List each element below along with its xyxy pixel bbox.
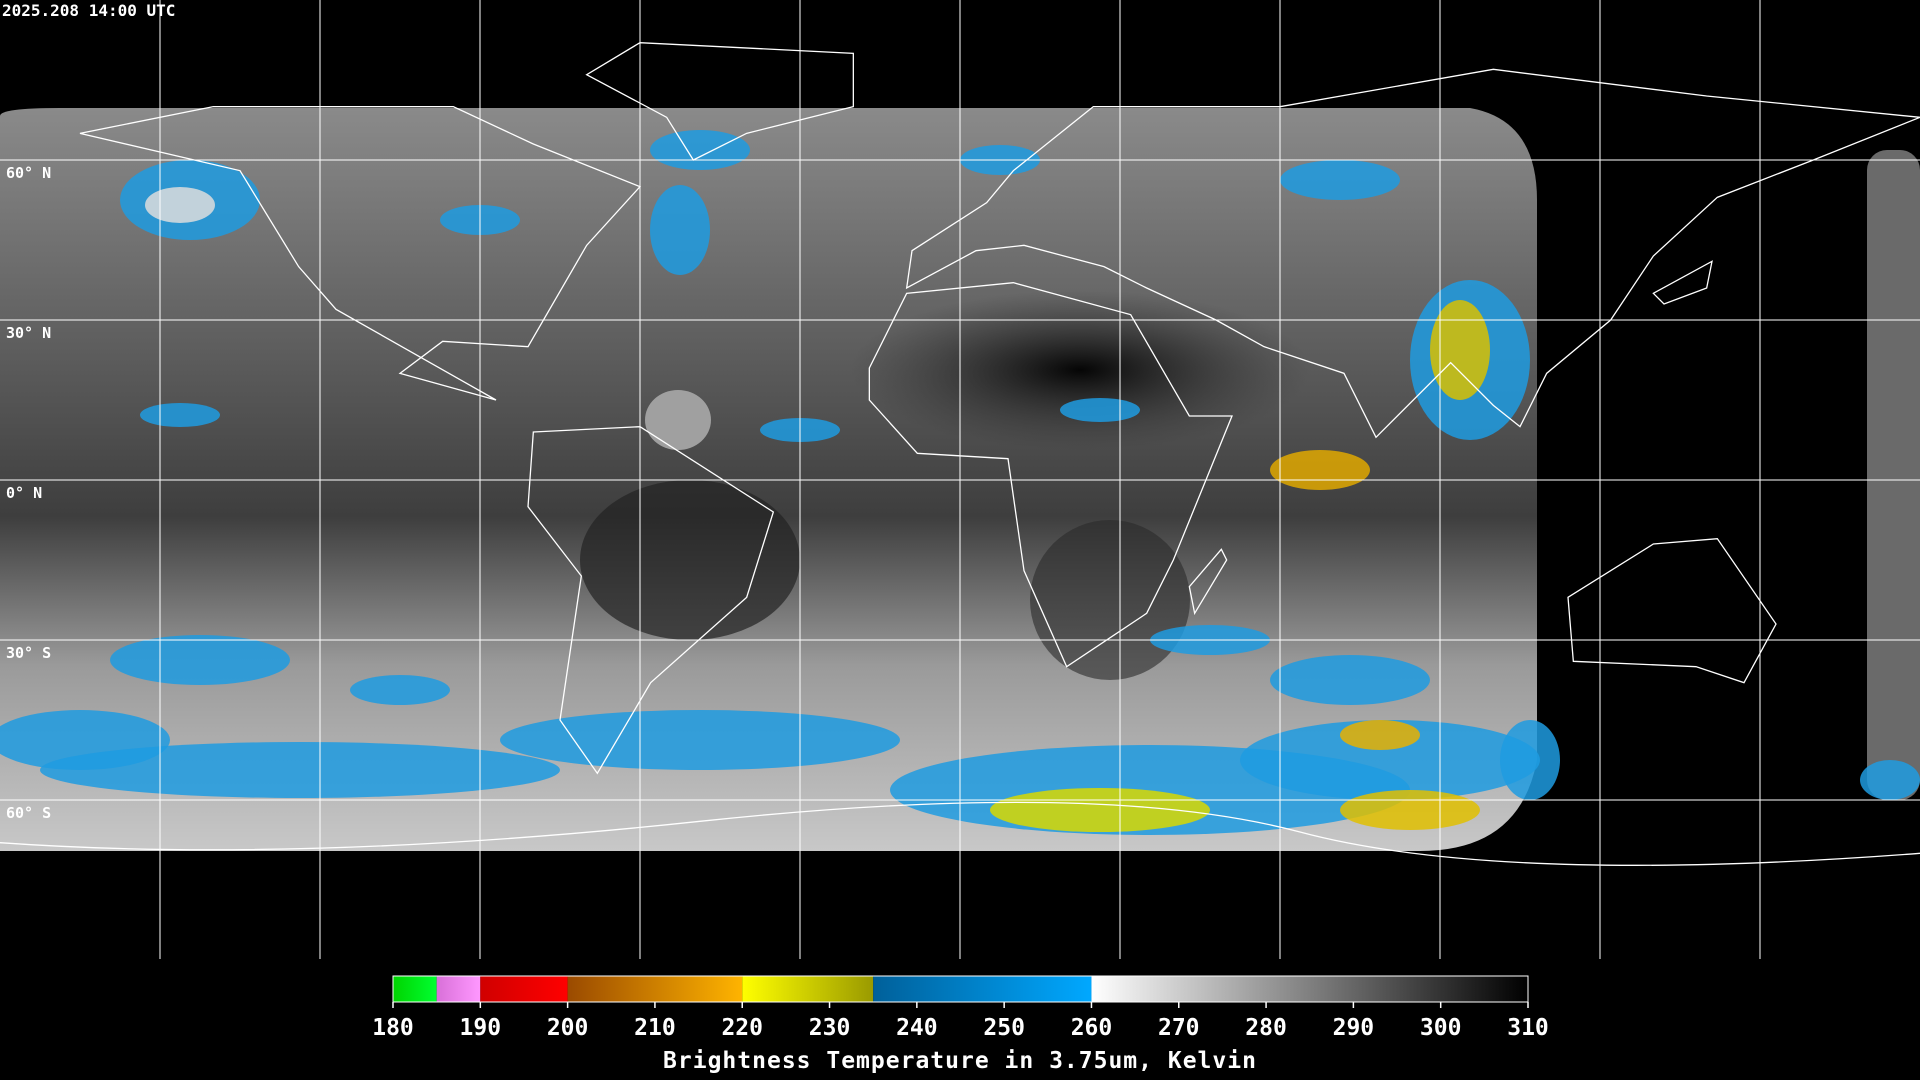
cloud [40, 742, 560, 798]
coastline [0, 801, 1920, 866]
coastline [905, 68, 1920, 439]
colorbar-label: Brightness Temperature in 3.75um, Kelvin [663, 1048, 1257, 1074]
coastline [79, 106, 642, 401]
cloud [1240, 720, 1540, 800]
colorbar-tick-label: 210 [634, 1015, 676, 1041]
coastline [585, 42, 854, 161]
colorbar-tick-label: 280 [1245, 1015, 1287, 1041]
colorbar-tick-label: 200 [547, 1015, 589, 1041]
colorbar-segment [436, 976, 481, 1002]
colorbar-tick-label: 310 [1507, 1015, 1549, 1041]
colorbar-tick-label: 240 [896, 1015, 938, 1041]
coastline [1567, 537, 1777, 684]
cloud [1860, 760, 1920, 800]
colorbar-segment [567, 976, 743, 1002]
colorbar-tick-label: 220 [721, 1015, 763, 1041]
coastline [868, 282, 1233, 668]
cloud [990, 788, 1210, 832]
colorbar-tick-label: 300 [1420, 1015, 1462, 1041]
cloud [650, 185, 710, 275]
colorbar-tick-label: 180 [372, 1015, 414, 1041]
colorbar-tick-label: 260 [1071, 1015, 1113, 1041]
lat-label: 30° N [6, 324, 51, 342]
cloud [1430, 300, 1490, 400]
colorbar: 180 190 200 210 220 230 240 250 260 270 280 290 300 3… [372, 975, 1549, 1041]
colorbar-segment [1091, 976, 1528, 1002]
colorbar-tick-label: 190 [460, 1015, 502, 1041]
coastlines [0, 42, 1920, 866]
lat-label: 30° S [6, 644, 51, 662]
cloud [1280, 160, 1400, 200]
dark-land [850, 290, 1310, 450]
colorbar-segment [742, 976, 874, 1002]
colorbar-tick-label: 270 [1158, 1015, 1200, 1041]
colorbar-tick-label: 250 [983, 1015, 1025, 1041]
cloud [1340, 720, 1420, 750]
graticule [0, 0, 1920, 959]
cloud [650, 130, 750, 170]
cloud [110, 635, 290, 685]
sun-glint [645, 390, 711, 450]
dark-land [1030, 520, 1190, 680]
cloud [1500, 720, 1560, 800]
dark-land [580, 480, 800, 640]
timestamp: 2025.208 14:00 UTC [2, 1, 175, 20]
colorbar-frame [392, 975, 1529, 1003]
colorbar-segment [480, 976, 568, 1002]
cloud [140, 403, 220, 427]
imagery-strip [1867, 150, 1920, 800]
coastline [527, 426, 775, 775]
lat-label: 0° N [6, 484, 42, 502]
cloud [1060, 398, 1140, 422]
cloud [1270, 450, 1370, 490]
cloud [1340, 790, 1480, 830]
lat-label: 60° N [6, 164, 51, 182]
colorbar-tick-label: 230 [809, 1015, 851, 1041]
colorbar-tick-label: 290 [1333, 1015, 1375, 1041]
lat-label: 60° S [6, 804, 51, 822]
cloud [145, 187, 215, 223]
cloud [350, 675, 450, 705]
colorbar-segment [873, 976, 1092, 1002]
coastline [1188, 548, 1228, 616]
colorbar-segment [393, 976, 437, 1002]
cloud [1270, 655, 1430, 705]
coastline [1652, 260, 1713, 305]
